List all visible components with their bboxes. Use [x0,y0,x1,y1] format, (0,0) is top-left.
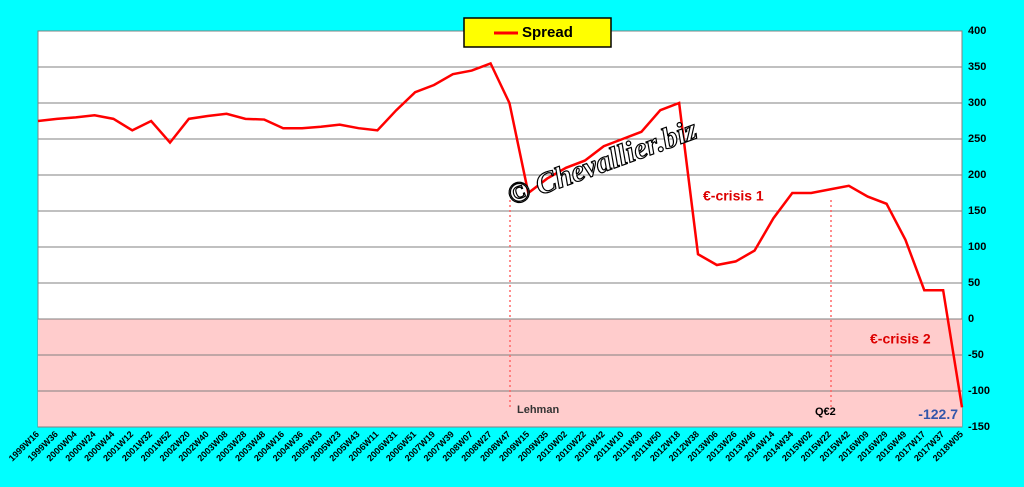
y-tick-label: 250 [968,133,986,145]
legend-label: Spread [522,24,573,41]
annotation: Lehman [517,404,559,416]
annotation: €-crisis 2 [870,331,931,347]
y-tick-label: 150 [968,205,986,217]
data-label: -122.7 [918,406,958,422]
y-tick-label: 50 [968,277,980,289]
y-tick-label: -150 [968,421,990,433]
series-line [37,61,964,408]
y-tick-label: -50 [968,349,984,361]
y-tick-label: 400 [968,25,986,37]
legend [463,17,612,48]
y-tick-label: -100 [968,385,990,397]
y-tick-label: 200 [968,169,986,181]
y-tick-label: 300 [968,97,986,109]
y-tick-label: 0 [968,313,974,325]
annotation: €-crisis 1 [703,188,764,204]
y-tick-label: 100 [968,241,986,253]
annotation: Q€2 [815,406,836,418]
y-tick-label: 350 [968,61,986,73]
negative-band [38,319,962,427]
